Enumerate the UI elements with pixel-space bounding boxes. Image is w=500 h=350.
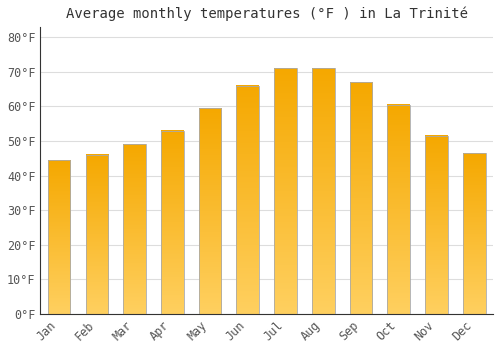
Bar: [199, 108, 222, 314]
Bar: [86, 155, 108, 314]
Bar: [312, 68, 334, 314]
Bar: [236, 86, 259, 314]
Bar: [463, 153, 485, 314]
Bar: [48, 160, 70, 314]
Bar: [350, 82, 372, 314]
Bar: [161, 131, 184, 314]
Bar: [274, 68, 297, 314]
Title: Average monthly temperatures (°F ) in La Trinité: Average monthly temperatures (°F ) in La…: [66, 7, 468, 21]
Bar: [425, 136, 448, 314]
Bar: [388, 105, 410, 314]
Bar: [124, 145, 146, 314]
